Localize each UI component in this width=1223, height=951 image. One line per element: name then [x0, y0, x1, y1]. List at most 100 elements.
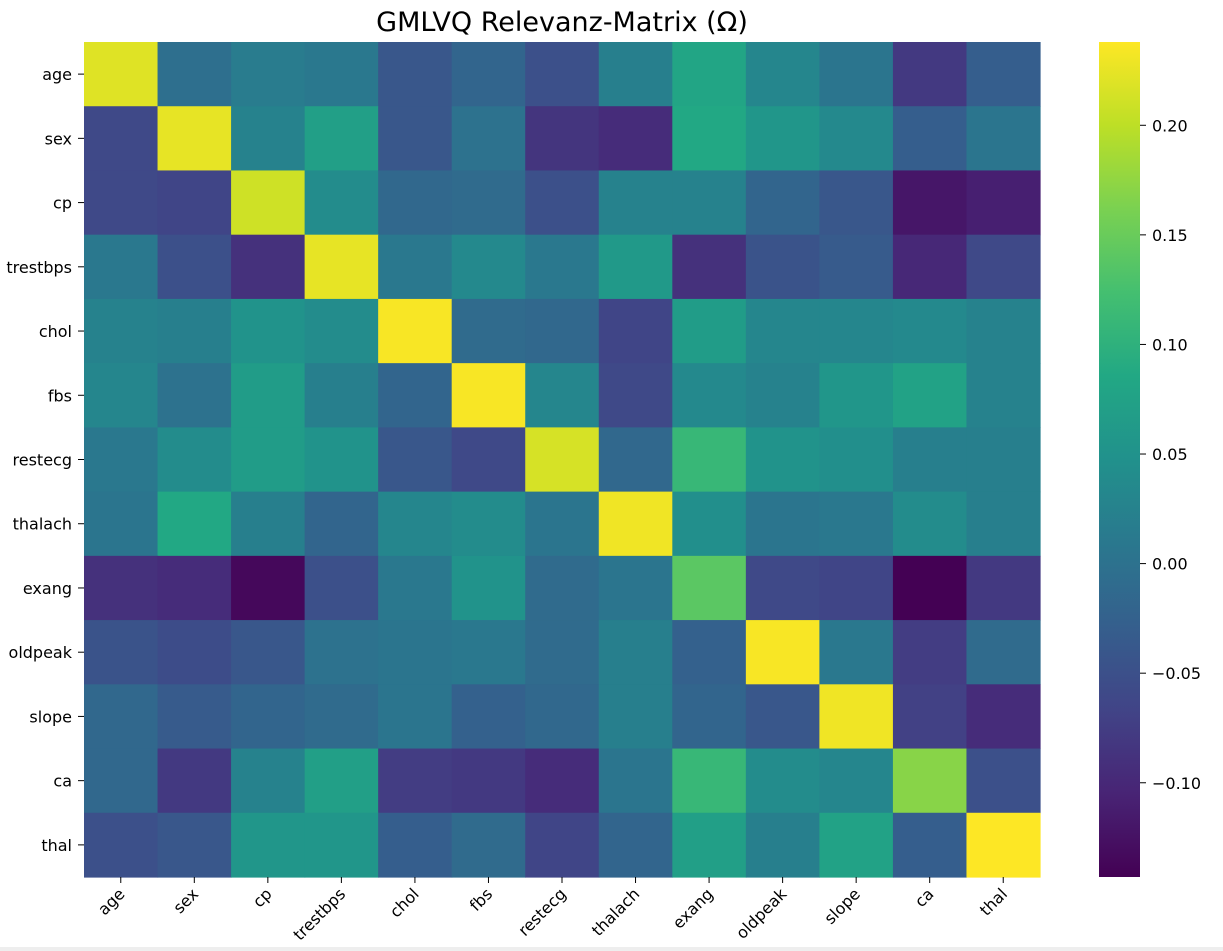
heatmap-cell-ca-fbs — [451, 748, 526, 814]
heatmap-cell-fbs-oldpeak — [745, 363, 820, 428]
heatmap-cell-restecg-cp — [231, 427, 306, 493]
heatmap-cell-thalach-slope — [819, 491, 894, 557]
heatmap-cell-slope-exang — [672, 684, 747, 750]
heatmap-cell-age-cp — [231, 42, 306, 107]
heatmap-cell-slope-trestbps — [304, 684, 379, 750]
y-tick-label-thalach: thalach — [13, 515, 72, 534]
heatmap-cell-exang-ca — [892, 555, 968, 621]
heatmap-cell-age-thal — [966, 42, 1041, 107]
heatmap-cell-trestbps-thalach — [598, 234, 673, 300]
heatmap-cell-oldpeak-oldpeak — [745, 620, 820, 685]
heatmap-cell-thal-trestbps — [304, 812, 379, 878]
heatmap-cell-cp-trestbps — [304, 170, 379, 236]
heatmap-cell-exang-exang — [672, 555, 747, 621]
heatmap-cell-cp-ca — [892, 170, 968, 236]
bottom-strip — [0, 947, 1223, 951]
heatmap-cell-trestbps-exang — [672, 234, 747, 300]
heatmap-cell-slope-oldpeak — [745, 684, 820, 750]
heatmap-cell-exang-trestbps — [304, 555, 379, 621]
heatmap-cell-thalach-exang — [672, 491, 747, 557]
heatmap-cell-ca-restecg — [525, 748, 600, 814]
x-tick-label-age: age — [94, 884, 129, 919]
heatmap-cell-fbs-chol — [378, 363, 453, 428]
heatmap-cell-chol-thal — [966, 298, 1041, 364]
y-tick-label-chol: chol — [39, 322, 72, 341]
colorbar-tick-label: 0.05 — [1152, 445, 1188, 464]
heatmap-cell-oldpeak-trestbps — [304, 620, 379, 685]
colorbar-tick-label: −0.05 — [1152, 664, 1201, 683]
heatmap-cell-cp-restecg — [525, 170, 600, 236]
heatmap-cell-trestbps-restecg — [525, 234, 600, 300]
heatmap-cell-oldpeak-age — [84, 620, 159, 685]
heatmap-cell-age-fbs — [451, 42, 526, 107]
heatmap-cell-chol-slope — [819, 298, 894, 364]
heatmap-cell-trestbps-thal — [966, 234, 1041, 300]
heatmap-cell-chol-fbs — [451, 298, 526, 364]
heatmap-cell-sex-age — [84, 106, 159, 172]
heatmap-cell-sex-thal — [966, 106, 1041, 172]
heatmap-cell-thal-ca — [892, 812, 968, 878]
heatmap-cell-thal-fbs — [451, 812, 526, 878]
colorbar-tick-label: 0.00 — [1152, 555, 1188, 574]
heatmap-cell-trestbps-cp — [231, 234, 306, 300]
heatmap-cell-thalach-chol — [378, 491, 453, 557]
x-axis-ticks: age sex cp trestbps chol fbs restecg thalach exa… — [94, 877, 1011, 944]
heatmap-cell-ca-exang — [672, 748, 747, 814]
heatmap-cell-thal-age — [84, 812, 159, 878]
heatmap-cell-slope-cp — [231, 684, 306, 750]
x-tick-label-trestbps: trestbps — [289, 884, 349, 944]
heatmap-cell-cp-oldpeak — [745, 170, 820, 236]
heatmap-cell-thalach-sex — [157, 491, 232, 557]
colorbar-tick-label: −0.10 — [1152, 774, 1201, 793]
heatmap-cell-slope-fbs — [451, 684, 526, 750]
x-tick-label-ca: ca — [911, 884, 938, 911]
heatmap-cell-trestbps-sex — [157, 234, 232, 300]
heatmap-cell-age-ca — [892, 42, 968, 107]
heatmap-cell-chol-trestbps — [304, 298, 379, 364]
heatmap-cell-thal-chol — [378, 812, 453, 878]
heatmap-cell-age-slope — [819, 42, 894, 107]
x-tick-label-thal: thal — [976, 884, 1011, 919]
heatmap-cell-restecg-ca — [892, 427, 968, 493]
heatmap-cell-slope-age — [84, 684, 159, 750]
colorbar-ticks: −0.10 −0.05 0.00 0.05 0.10 0.15 0.20 — [1140, 116, 1201, 793]
heatmap-cell-slope-slope — [819, 684, 894, 750]
heatmap-cell-sex-restecg — [525, 106, 600, 172]
y-tick-label-oldpeak: oldpeak — [9, 643, 73, 662]
heatmap-cell-restecg-sex — [157, 427, 232, 493]
colorbar: −0.10 −0.05 0.00 0.05 0.10 0.15 0.20 — [1099, 42, 1201, 877]
heatmap-cell-sex-thalach — [598, 106, 673, 172]
colorbar-tick-label: 0.15 — [1152, 226, 1188, 245]
heatmap-cell-restecg-thalach — [598, 427, 673, 493]
heatmap-cell-age-thalach — [598, 42, 673, 107]
y-tick-label-restecg: restecg — [13, 451, 72, 470]
heatmap-cell-age-chol — [378, 42, 453, 107]
heatmap-cell-oldpeak-sex — [157, 620, 232, 685]
heatmap-cell-oldpeak-thal — [966, 620, 1041, 685]
x-tick-label-thalach: thalach — [588, 884, 643, 939]
y-tick-label-sex: sex — [45, 129, 72, 148]
heatmap-cell-age-age — [84, 42, 159, 107]
heatmap-cell-thal-oldpeak — [745, 812, 820, 878]
heatmap-cell-cp-chol — [378, 170, 453, 236]
heatmap-cell-exang-sex — [157, 555, 232, 621]
heatmap-cell-ca-ca — [892, 748, 968, 814]
colorbar-tick-label: 0.10 — [1152, 335, 1188, 354]
heatmap-cell-fbs-cp — [231, 363, 306, 428]
heatmap-cell-age-exang — [672, 42, 747, 107]
x-tick-label-slope: slope — [820, 884, 864, 928]
heatmap-cell-restecg-age — [84, 427, 159, 493]
heatmap-cell-age-trestbps — [304, 42, 379, 107]
heatmap-cell-exang-fbs — [451, 555, 526, 621]
heatmap-cell-oldpeak-restecg — [525, 620, 600, 685]
heatmap-cell-restecg-slope — [819, 427, 894, 493]
y-tick-label-thal: thal — [41, 836, 72, 855]
heatmap-cell-thalach-trestbps — [304, 491, 379, 557]
heatmap-cell-oldpeak-thalach — [598, 620, 673, 685]
heatmap-cell-fbs-thal — [966, 363, 1041, 428]
y-tick-label-age: age — [42, 65, 72, 84]
heatmap-cell-thalach-cp — [231, 491, 306, 557]
heatmap-cell-chol-oldpeak — [745, 298, 820, 364]
heatmap-cell-restecg-chol — [378, 427, 453, 493]
